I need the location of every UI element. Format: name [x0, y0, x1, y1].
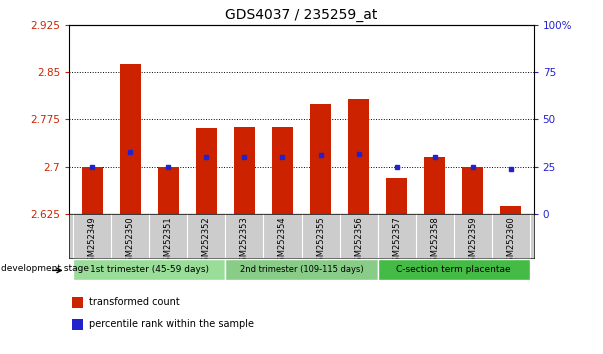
Bar [272, 127, 293, 214]
Bar [425, 157, 445, 214]
Bar [196, 128, 217, 214]
Text: GSM252352: GSM252352 [202, 216, 211, 267]
Bar [463, 167, 483, 214]
Text: GSM252355: GSM252355 [316, 216, 325, 267]
Bar [158, 167, 178, 214]
Bar [310, 104, 331, 214]
Title: GDS4037 / 235259_at: GDS4037 / 235259_at [226, 8, 377, 22]
Bar [500, 206, 521, 214]
Bar [234, 127, 255, 214]
Text: development stage: development stage [1, 264, 89, 273]
Bar [120, 64, 140, 214]
Text: 2nd trimester (109-115 days): 2nd trimester (109-115 days) [239, 265, 364, 274]
Text: percentile rank within the sample: percentile rank within the sample [89, 319, 254, 330]
Bar [348, 99, 369, 214]
Text: GSM252353: GSM252353 [240, 216, 249, 267]
Text: GSM252349: GSM252349 [87, 216, 96, 267]
Bar [72, 297, 83, 308]
Bar [386, 178, 407, 214]
Bar [377, 259, 530, 280]
Bar [72, 319, 83, 330]
Text: GSM252360: GSM252360 [507, 216, 516, 267]
Text: GSM252350: GSM252350 [126, 216, 134, 267]
Text: transformed count: transformed count [89, 297, 180, 307]
Bar [82, 167, 103, 214]
Text: GSM252351: GSM252351 [164, 216, 173, 267]
Bar [226, 259, 377, 280]
Text: GSM252356: GSM252356 [354, 216, 363, 267]
Text: GSM252359: GSM252359 [469, 216, 477, 267]
Bar [73, 259, 226, 280]
Text: GSM252354: GSM252354 [278, 216, 287, 267]
Text: 1st trimester (45-59 days): 1st trimester (45-59 days) [90, 265, 209, 274]
Text: GSM252357: GSM252357 [392, 216, 401, 267]
Text: C-section term placentae: C-section term placentae [396, 265, 511, 274]
Text: GSM252358: GSM252358 [430, 216, 439, 267]
